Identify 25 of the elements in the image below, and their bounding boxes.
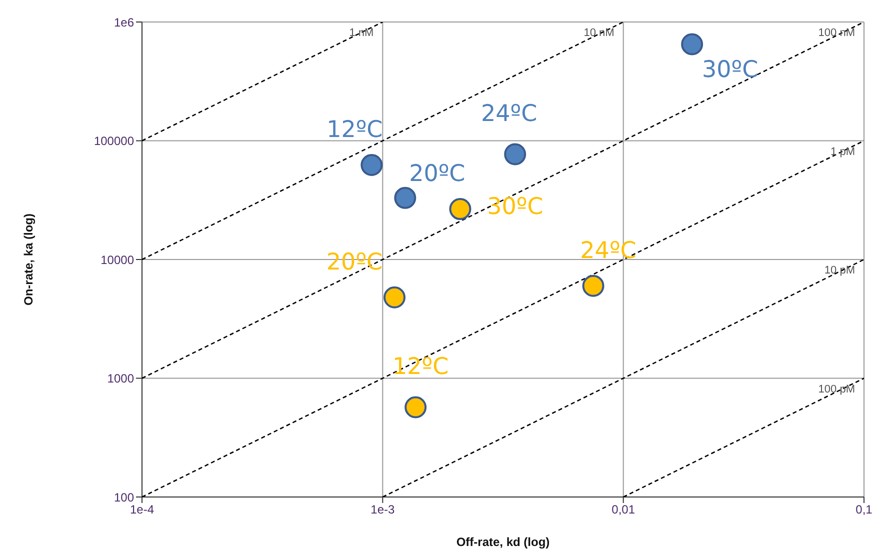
- y-tick-label: 1000: [107, 372, 134, 386]
- x-tick-label: 1e-4: [130, 502, 154, 517]
- y-tick-label: 100: [114, 490, 134, 504]
- x-tick-label: 0,1: [856, 502, 872, 517]
- series-label: 24ºC: [580, 238, 636, 264]
- x-tick-label: 0,01: [612, 502, 636, 517]
- y-tick-label: 100000: [94, 134, 134, 148]
- series-label: 10 nM: [584, 27, 614, 39]
- series-label: 12ºC: [326, 116, 383, 143]
- series-label: 100 pM: [818, 383, 855, 396]
- series-label: 1 nM: [349, 27, 374, 39]
- series-label: 24ºC: [481, 101, 538, 128]
- series-label: 30ºC: [487, 194, 544, 220]
- series-label: 12ºC: [392, 354, 449, 380]
- series-label: 100 nM: [818, 27, 855, 39]
- x-axis-title: Off-rate, kd (log): [456, 535, 550, 549]
- series-label: 20ºC: [409, 160, 466, 187]
- series-label: 30ºC: [702, 57, 758, 84]
- y-tick-label: 1e6: [114, 15, 134, 30]
- x-tick-label: 1e-3: [370, 502, 395, 517]
- series-label: 10 pM: [824, 264, 855, 276]
- y-tick-label: 10000: [100, 252, 134, 267]
- series-label: 20ºC: [326, 249, 383, 276]
- y-axis-title: On-rate, ka (log): [21, 213, 36, 306]
- series-label: 1 pM: [830, 146, 855, 158]
